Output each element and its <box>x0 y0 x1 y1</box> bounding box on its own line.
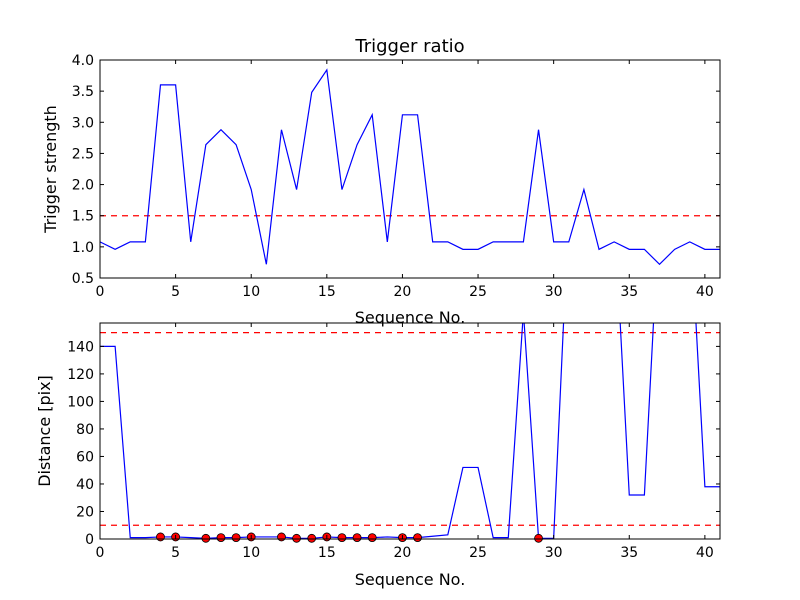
y-tick-label: 0.5 <box>72 271 94 287</box>
y-tick-label: 100 <box>67 394 94 410</box>
trigger-ratio-panel: 0 5 10 15 20 25 30 35 40 0.5 1.0 1.5 2.0 2.5 3.0 3.5 4.0… <box>41 36 721 327</box>
plot-frame <box>99 59 721 279</box>
y-tick-label: 60 <box>76 449 94 465</box>
data-point-marker <box>201 533 211 543</box>
x-tick-label: 0 <box>96 545 105 561</box>
y-tick-label: 40 <box>76 477 94 493</box>
data-point-marker <box>352 533 362 543</box>
y-tick-label: 140 <box>67 339 94 355</box>
y-tick-label: 4.0 <box>72 53 94 69</box>
x-tick-label: 5 <box>171 284 180 300</box>
data-point-marker <box>534 533 543 543</box>
data-point-marker <box>156 532 165 542</box>
data-point-marker <box>307 533 317 543</box>
x-tick-label: 40 <box>696 545 714 561</box>
data-point-marker <box>216 533 226 543</box>
x-tick-label: 15 <box>318 284 336 300</box>
y-tick-label: 20 <box>76 504 94 520</box>
y-tick-label: 1.5 <box>72 209 94 225</box>
distance-panel: 0 5 10 15 20 25 30 35 40 0 20 40 60 80 100 120 140 Sequen… <box>35 322 721 589</box>
y-tick-label: 80 <box>76 422 94 438</box>
x-tick-label: 25 <box>469 284 487 300</box>
x-tick-label: 40 <box>696 284 714 300</box>
y-tick-label: 0 <box>85 532 94 548</box>
y-axis-title: Distance [pix] <box>35 375 54 487</box>
x-axis-title: Sequence No. <box>355 308 466 327</box>
data-point-marker <box>231 533 241 543</box>
y-tick-label: 1.0 <box>72 240 94 256</box>
x-tick-label: 25 <box>469 545 487 561</box>
y-tick-label: 2.5 <box>72 146 94 162</box>
data-point-marker <box>413 533 422 543</box>
y-tick-label: 120 <box>67 367 94 383</box>
plot-area <box>100 68 720 266</box>
x-tick-label: 10 <box>242 545 260 561</box>
data-point-marker <box>292 533 301 543</box>
plot-frame <box>99 322 721 540</box>
y-tick-label: 3.0 <box>72 115 94 131</box>
x-tick-label: 30 <box>545 284 563 300</box>
x-axis-title: Sequence No. <box>355 570 466 589</box>
x-tick-label: 0 <box>96 284 105 300</box>
x-tick-label: 30 <box>545 545 563 561</box>
x-tick-label: 35 <box>620 284 638 300</box>
chart-title: Trigger ratio <box>354 36 464 57</box>
data-point-marker <box>337 533 347 543</box>
y-tick-label: 2.0 <box>72 178 94 194</box>
x-tick-label: 35 <box>620 545 638 561</box>
y-tick-label: 3.5 <box>72 84 94 100</box>
data-point-marker <box>367 533 377 543</box>
data-point-marker <box>277 532 286 542</box>
x-tick-label: 20 <box>394 545 412 561</box>
x-tick-label: 20 <box>394 284 412 300</box>
x-tick-label: 10 <box>242 284 260 300</box>
series-line <box>100 68 720 266</box>
y-axis-title: Trigger strength <box>41 105 60 234</box>
x-tick-label: 5 <box>171 545 180 561</box>
x-tick-label: 15 <box>318 545 336 561</box>
